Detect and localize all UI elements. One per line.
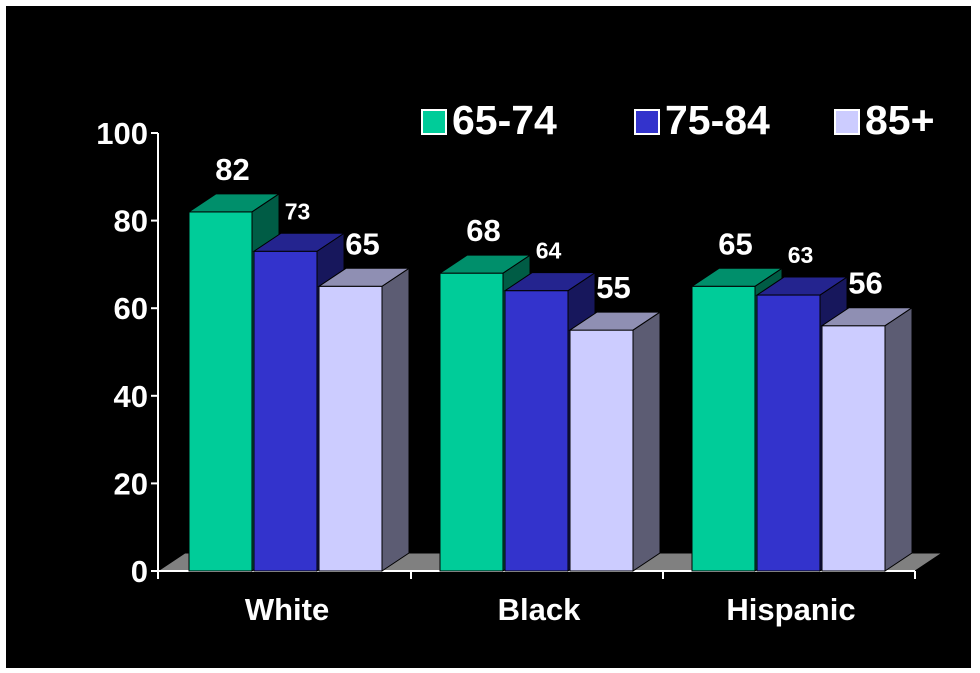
x-tick-label: Black	[498, 592, 581, 627]
bar-side	[884, 306, 913, 572]
bar-top	[820, 307, 914, 327]
y-tick-label: 60	[114, 291, 148, 326]
legend-label: 85+	[865, 97, 935, 143]
data-label: 82	[215, 152, 249, 187]
bar-top	[690, 267, 784, 287]
data-label: 55	[596, 270, 630, 305]
bar-chart: 0 20 40 60 80 100 White Black Hispanic 82 73 65 68 64…	[96, 97, 944, 627]
legend-swatch	[421, 109, 447, 135]
data-label: 63	[788, 242, 814, 268]
bar-top	[252, 232, 346, 252]
chart-area: 0 20 40 60 80 100 White Black Hispanic 82 73 65 68 64…	[6, 6, 971, 668]
bar-top	[503, 272, 597, 292]
data-label: 65	[345, 226, 379, 261]
bar	[569, 329, 634, 572]
y-tick-label: 80	[114, 204, 148, 239]
bar	[504, 290, 569, 572]
bar-top	[568, 311, 662, 331]
bar	[821, 325, 886, 572]
bar-top	[438, 254, 532, 274]
bar-top	[317, 267, 411, 287]
legend-label: 65-74	[452, 97, 557, 143]
y-tick-label: 0	[131, 554, 148, 589]
x-tick-label: Hispanic	[726, 592, 855, 627]
data-label: 65	[718, 226, 752, 261]
bar	[439, 272, 504, 572]
bar	[253, 250, 318, 572]
bar	[756, 294, 821, 572]
bar-side	[632, 311, 661, 572]
bar	[188, 211, 253, 572]
data-label: 64	[536, 238, 562, 264]
bar-top	[755, 276, 849, 296]
bar-side	[381, 267, 410, 572]
bar-top	[187, 193, 281, 213]
legend-swatch	[834, 109, 860, 135]
bar	[691, 285, 756, 572]
bar	[318, 285, 383, 572]
data-label: 73	[285, 198, 311, 224]
data-label: 56	[848, 266, 882, 301]
data-label: 68	[466, 213, 500, 248]
y-tick-label: 20	[114, 466, 148, 501]
x-tick-label: White	[245, 592, 329, 627]
y-tick-label: 100	[96, 116, 148, 151]
y-tick-label: 40	[114, 379, 148, 414]
legend-swatch	[634, 109, 660, 135]
legend-label: 75-84	[665, 97, 770, 143]
